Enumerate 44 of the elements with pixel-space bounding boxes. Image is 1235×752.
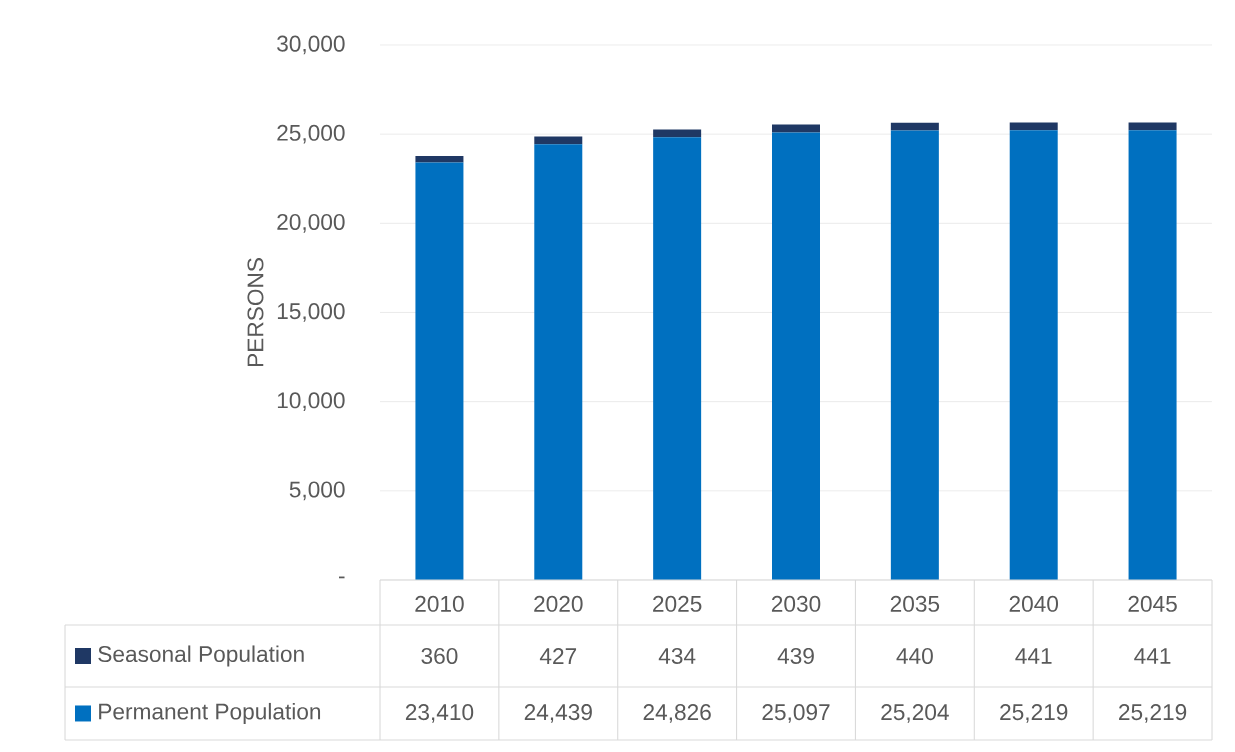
- data-label: 441: [1015, 648, 1052, 664]
- x-tick-label: 2020: [534, 595, 583, 612]
- data-label: 360: [421, 647, 458, 665]
- y-tick-label: 25,000: [277, 124, 345, 144]
- data-label: 25,219: [1000, 704, 1068, 723]
- bar: [1128, 122, 1177, 131]
- x-tick-label: 2040: [1009, 595, 1059, 612]
- data-label: 24,826: [643, 704, 711, 723]
- bar: [772, 132, 820, 580]
- y-tick-label: 30,000: [277, 35, 345, 55]
- data-label: 441: [1134, 648, 1171, 664]
- data-label: 427: [539, 648, 577, 664]
- x-tick-label: 2045: [1128, 595, 1177, 612]
- data-label: 434: [658, 647, 696, 665]
- data-label: 25,219: [1119, 704, 1187, 723]
- data-label: 439: [777, 647, 814, 665]
- bar: [890, 130, 939, 580]
- bar: [415, 156, 464, 163]
- data-label: 24,439: [524, 704, 592, 723]
- bar: [1009, 122, 1058, 131]
- bar: [534, 144, 583, 580]
- x-tick-label: 2025: [653, 595, 702, 612]
- y-tick-label: -: [338, 576, 345, 579]
- bar: [1009, 130, 1058, 580]
- x-tick-label: 2030: [771, 595, 821, 612]
- bar: [653, 129, 702, 138]
- bar: [415, 162, 464, 580]
- x-tick-label: 2010: [415, 595, 464, 612]
- data-label: 440: [896, 647, 933, 665]
- legend-label: Permanent Population: [99, 702, 321, 725]
- bar: [534, 136, 583, 145]
- data-label: 25,097: [762, 704, 830, 723]
- legend-label: Seasonal Population: [98, 645, 304, 667]
- bar: [890, 122, 939, 131]
- y-axis-title: PERSONS: [247, 258, 264, 367]
- data-label: 23,410: [405, 704, 474, 723]
- bar: [1128, 130, 1177, 580]
- y-tick-label: 20,000: [277, 213, 345, 233]
- y-tick-label: 5,000: [289, 481, 345, 501]
- x-tick-label: 2035: [890, 595, 940, 612]
- data-label: 25,204: [881, 704, 949, 723]
- bar: [653, 137, 702, 580]
- y-tick-label: 10,000: [277, 392, 345, 412]
- y-tick-label: 15,000: [277, 303, 345, 322]
